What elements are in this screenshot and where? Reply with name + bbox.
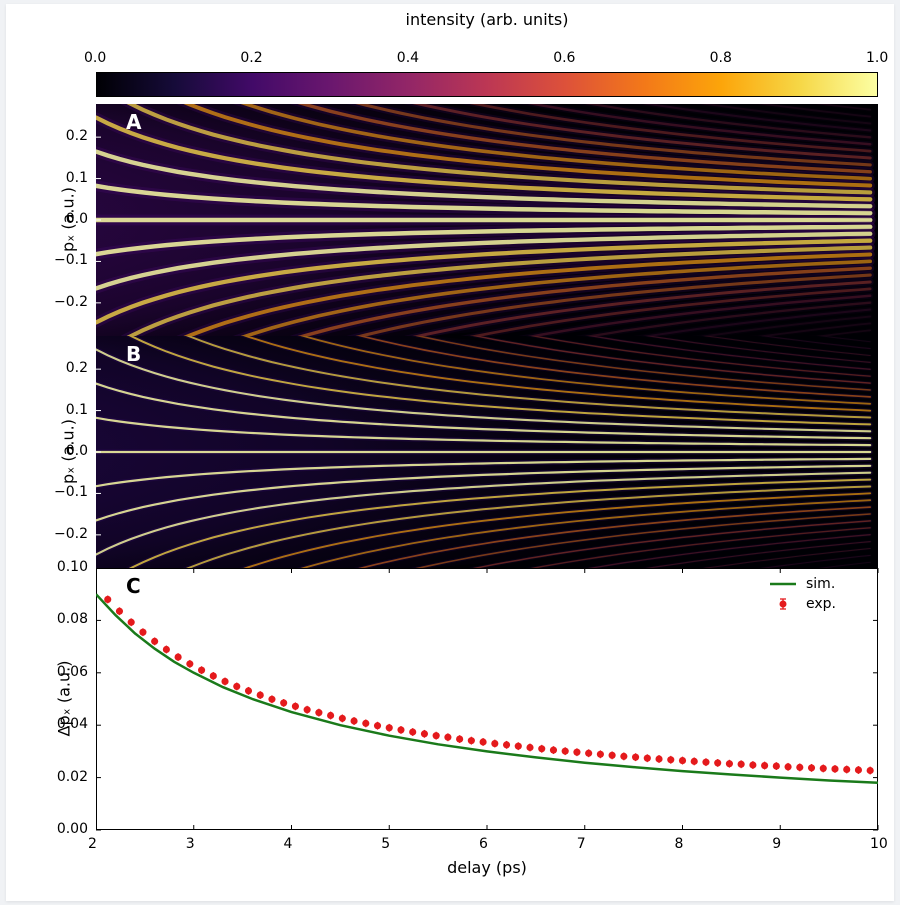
legend-entry-exp: exp. xyxy=(768,596,836,612)
ytick-label: 0.08 xyxy=(48,611,88,627)
xtick-label: 5 xyxy=(381,836,390,852)
colorbar-title: intensity (arb. units) xyxy=(96,10,878,29)
colorbar-tick-label: 1.0 xyxy=(866,50,888,66)
ytick-label: −0.2 xyxy=(48,526,88,542)
panel-b-letter: B xyxy=(126,342,141,366)
panel-c-letter: C xyxy=(126,574,141,598)
legend-entry-sim: sim. xyxy=(768,576,836,592)
colorbar-tick-label: 0.2 xyxy=(240,50,262,66)
ytick-label: 0.2 xyxy=(48,128,88,144)
legend-label: exp. xyxy=(806,596,836,612)
ytick-label: 0.04 xyxy=(48,716,88,732)
x-axis-label: delay (ps) xyxy=(96,858,878,877)
xtick-label: 10 xyxy=(870,836,888,852)
ytick-label: 0.2 xyxy=(48,360,88,376)
xtick-label: 4 xyxy=(284,836,293,852)
panel-b-heatmap xyxy=(96,336,878,568)
panel-c-plot xyxy=(96,568,879,831)
ytick-label: 0.00 xyxy=(48,821,88,837)
xtick-label: 9 xyxy=(772,836,781,852)
xtick-label: 2 xyxy=(88,836,97,852)
ytick-label: 0.1 xyxy=(48,170,88,186)
ytick-label: 0.1 xyxy=(48,402,88,418)
ytick-label: 0.06 xyxy=(48,664,88,680)
stage: intensity (arb. units) 0.0 0.2 0.4 0.6 0.8 1.… xyxy=(0,0,900,905)
colorbar-tick-label: 0.4 xyxy=(397,50,419,66)
ytick-label: 0.0 xyxy=(48,443,88,459)
panel-a-letter: A xyxy=(126,110,141,134)
figure-panel: intensity (arb. units) 0.0 0.2 0.4 0.6 0.8 1.… xyxy=(6,4,894,901)
panel-c-legend: sim. exp. xyxy=(768,576,836,612)
xtick-label: 6 xyxy=(479,836,488,852)
ytick-label: 0.02 xyxy=(48,769,88,785)
xtick-label: 3 xyxy=(186,836,195,852)
colorbar xyxy=(96,72,878,98)
panel-a-heatmap xyxy=(96,104,878,336)
colorbar-tick-label: 0.0 xyxy=(84,50,106,66)
ytick-label: −0.2 xyxy=(48,294,88,310)
ytick-label: 0.0 xyxy=(48,211,88,227)
colorbar-tick-label: 0.6 xyxy=(553,50,575,66)
ytick-label: 0.10 xyxy=(48,559,88,575)
legend-label: sim. xyxy=(806,576,835,592)
xtick-label: 7 xyxy=(577,836,586,852)
ytick-label: −0.1 xyxy=(48,252,88,268)
xtick-label: 8 xyxy=(675,836,684,852)
colorbar-tick-label: 0.8 xyxy=(710,50,732,66)
ytick-label: −0.1 xyxy=(48,484,88,500)
